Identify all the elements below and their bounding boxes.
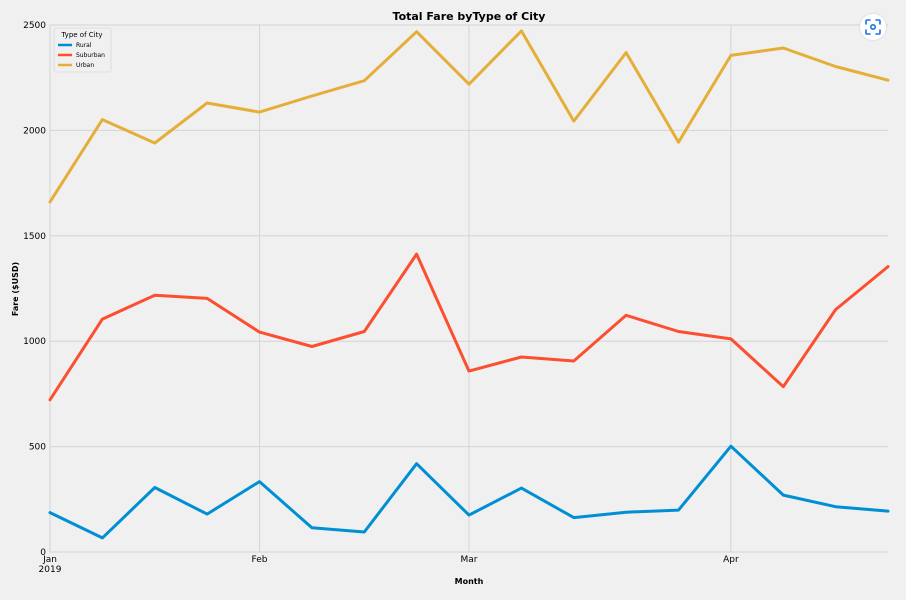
legend-box bbox=[53, 27, 112, 73]
legend-label-rural: Rural bbox=[76, 42, 92, 49]
y-tick-label: 0 bbox=[40, 548, 46, 558]
y-tick-label: 1000 bbox=[23, 337, 46, 347]
y-tick-label: 1500 bbox=[23, 232, 46, 242]
y-tick-label: 2500 bbox=[23, 21, 46, 31]
legend-title: Type of City bbox=[61, 31, 103, 39]
y-axis-label: Fare ($USD) bbox=[11, 262, 20, 316]
series-layer bbox=[48, 29, 890, 540]
x-axis-label: Month bbox=[455, 577, 484, 586]
lens-button[interactable] bbox=[860, 14, 886, 40]
y-tick-label: 2000 bbox=[23, 126, 46, 136]
x-tick-label: Feb bbox=[252, 555, 268, 565]
y-tick-label: 500 bbox=[29, 443, 46, 453]
x-tick-label: Jan bbox=[42, 555, 57, 565]
legend-label-suburban: Suburban bbox=[76, 52, 105, 59]
lens-icon bbox=[865, 19, 881, 35]
legend-label-urban: Urban bbox=[76, 62, 94, 69]
legend: Type of City Rural Suburban Urban bbox=[53, 27, 112, 73]
x-tick-sublabel: 2019 bbox=[39, 565, 62, 575]
x-tick-label: Apr bbox=[723, 555, 739, 565]
x-tick-label: Mar bbox=[461, 555, 478, 565]
chart-title: Total Fare byType of City bbox=[393, 10, 546, 23]
y-ticks: 0 500 1000 1500 2000 2500 bbox=[23, 21, 46, 558]
